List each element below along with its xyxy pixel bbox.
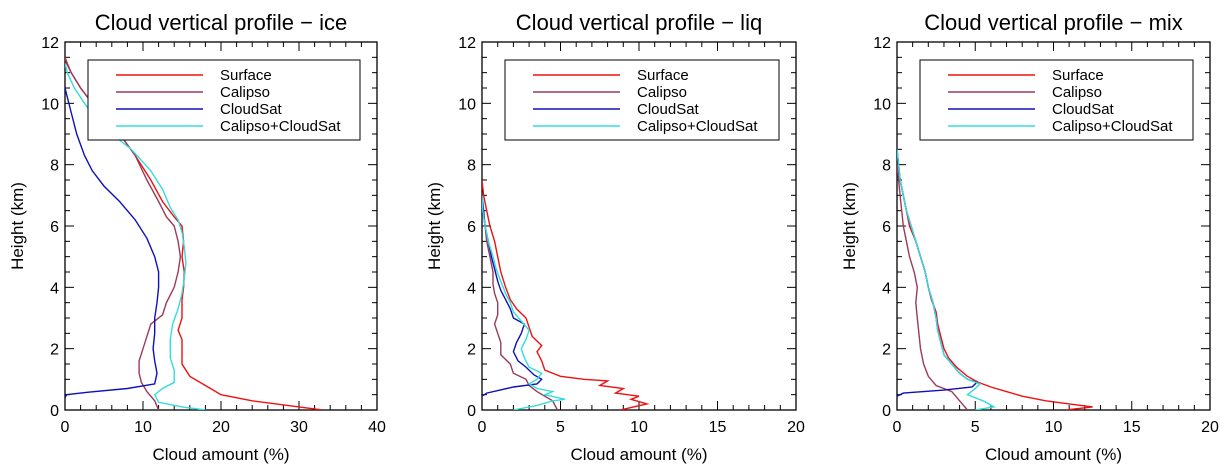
- x-axis-label: Cloud amount (%): [985, 445, 1122, 464]
- x-tick-label: 0: [893, 419, 902, 436]
- y-tick-label: 12: [458, 35, 476, 52]
- y-tick-label: 12: [873, 35, 891, 52]
- legend-label: Surface: [220, 67, 272, 84]
- y-tick-label: 8: [882, 158, 891, 175]
- x-tick-label: 30: [290, 419, 308, 436]
- series-line-cloudsat: [65, 87, 160, 399]
- chart-panel-mix: Cloud vertical profile − mix 0 5 10 15 20 0 2 4 6…: [840, 10, 1219, 464]
- y-tick-label: 10: [41, 96, 59, 113]
- chart-title: Cloud vertical profile − mix: [924, 10, 1183, 35]
- y-axis-label: Height (km): [425, 182, 444, 270]
- y-tick-label: 6: [467, 219, 476, 236]
- chart-panel-liq: Cloud vertical profile − liq 0 5 10 15 20 0 2 4 6…: [425, 10, 805, 464]
- legend-label: CloudSat: [637, 101, 700, 118]
- y-tick-label: 2: [882, 342, 891, 359]
- y-tick-label: 2: [50, 342, 59, 359]
- y-tick-label: 10: [458, 96, 476, 113]
- chart-panel-ice: Cloud vertical profile − ice 0 10 20 30 40 0 2 4…: [8, 10, 386, 464]
- y-tick-label: 8: [467, 158, 476, 175]
- x-tick-label: 10: [134, 419, 152, 436]
- y-tick-label: 8: [50, 158, 59, 175]
- x-tick-label: 5: [556, 419, 565, 436]
- x-tick-label: 20: [1201, 419, 1219, 436]
- legend-label: Calipso: [220, 84, 270, 101]
- series-line-calipso-cloudsat: [897, 149, 997, 410]
- y-tick-label: 2: [467, 342, 476, 359]
- y-tick-label: 12: [41, 35, 59, 52]
- y-tick-label: 6: [50, 219, 59, 236]
- x-tick-label: 0: [478, 419, 487, 436]
- x-tick-label: 10: [630, 419, 648, 436]
- x-axis-label: Cloud amount (%): [570, 445, 707, 464]
- chart-title: Cloud vertical profile − ice: [95, 10, 348, 35]
- x-tick-label: 15: [709, 419, 727, 436]
- chart-title: Cloud vertical profile − liq: [516, 10, 762, 35]
- legend-label: Calipso+CloudSat: [1052, 118, 1173, 135]
- y-tick-label: 4: [882, 280, 891, 297]
- legend-label: Calipso: [637, 84, 687, 101]
- y-tick-label: 0: [50, 403, 59, 420]
- series-line-calipso: [482, 195, 559, 410]
- legend-label: Calipso+CloudSat: [220, 118, 341, 135]
- x-tick-label: 5: [971, 419, 980, 436]
- y-axis-label: Height (km): [840, 182, 859, 270]
- x-tick-label: 20: [212, 419, 230, 436]
- series-line-calipso-cloudsat: [482, 195, 566, 410]
- x-axis-label: Cloud amount (%): [152, 445, 289, 464]
- legend-label: CloudSat: [1052, 101, 1115, 118]
- legend-label: CloudSat: [220, 101, 283, 118]
- x-tick-label: 15: [1123, 419, 1141, 436]
- x-tick-label: 10: [1045, 419, 1063, 436]
- legend-label: Surface: [637, 67, 689, 84]
- series-line-calipso: [897, 164, 968, 410]
- y-tick-label: 0: [467, 403, 476, 420]
- series-line-surface: [482, 179, 650, 410]
- x-tick-label: 40: [368, 419, 386, 436]
- y-tick-label: 0: [882, 403, 891, 420]
- y-tick-label: 6: [882, 219, 891, 236]
- series-line-cloudsat: [482, 195, 543, 397]
- x-tick-label: 20: [787, 419, 805, 436]
- y-tick-label: 4: [50, 280, 59, 297]
- legend-label: Calipso+CloudSat: [637, 118, 758, 135]
- y-tick-label: 4: [467, 280, 476, 297]
- series-line-cloudsat: [897, 149, 979, 397]
- y-tick-label: 10: [873, 96, 891, 113]
- y-axis-label: Height (km): [8, 182, 27, 270]
- x-tick-label: 0: [61, 419, 70, 436]
- legend-label: Surface: [1052, 67, 1104, 84]
- legend-label: Calipso: [1052, 84, 1102, 101]
